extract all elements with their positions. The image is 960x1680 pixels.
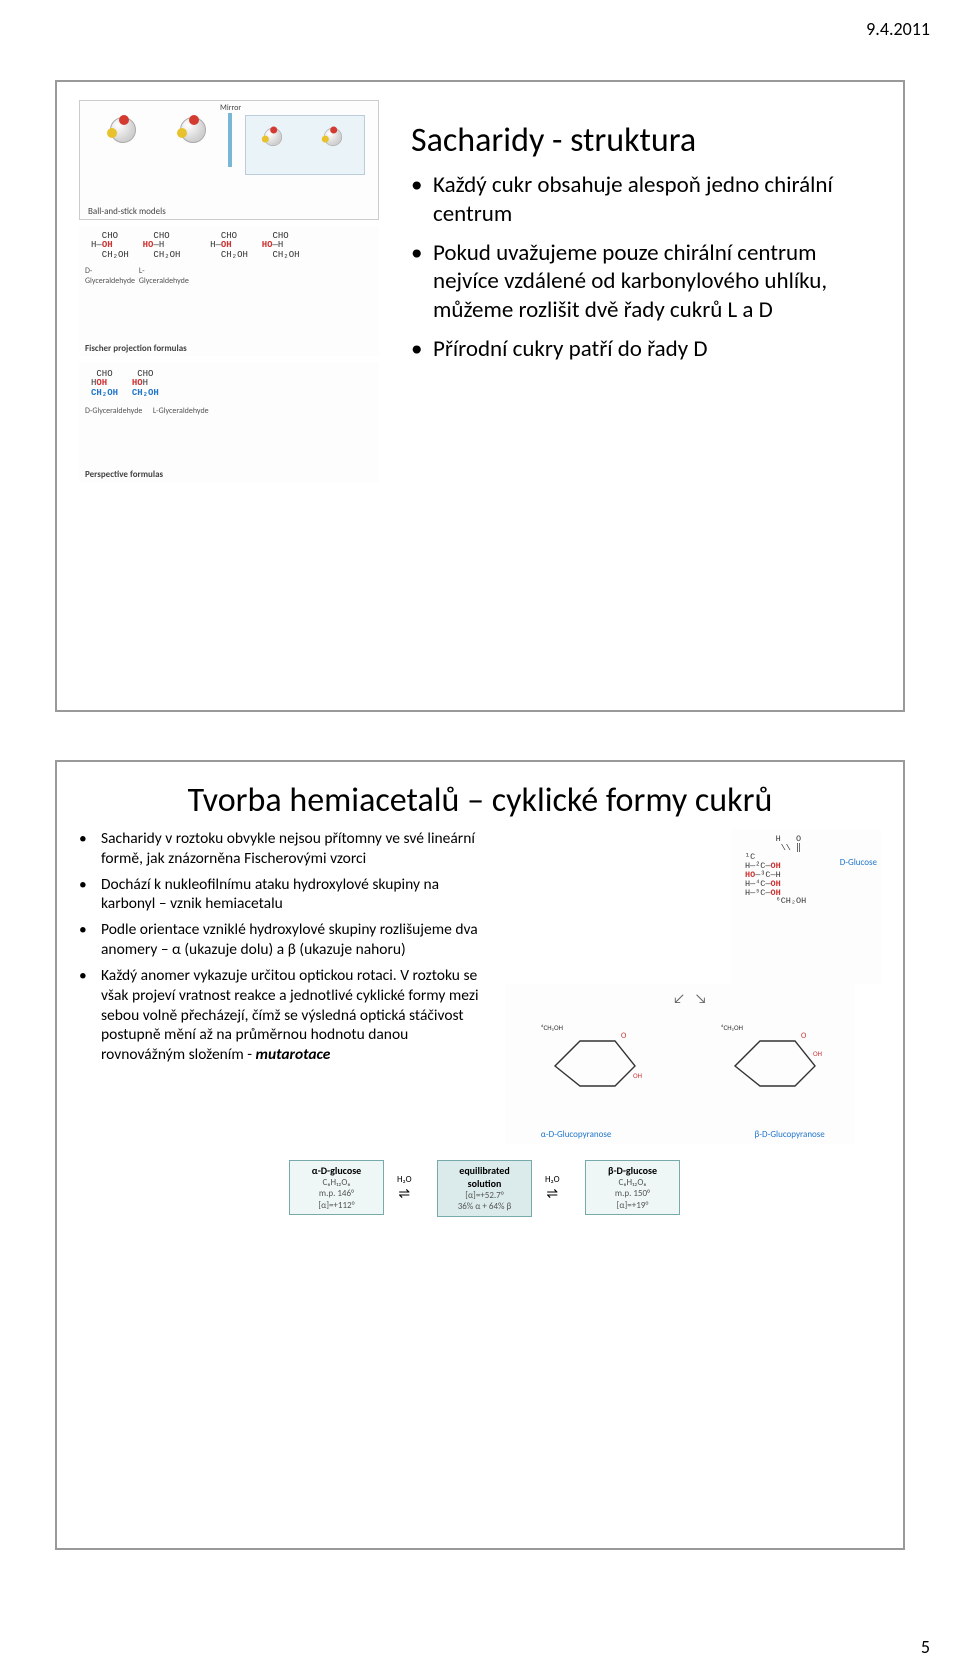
bullet: Dochází k nukleofilnímu ataku hydroxylov…: [79, 875, 495, 915]
fischer-label: Fischer projection formulas: [85, 343, 187, 354]
bullet: Přírodní cukry patří do řady D: [411, 335, 871, 364]
slide2-bullets: Sacharidy v roztoku obvykle nejsou příto…: [79, 829, 495, 1065]
bullet: Každý cukr obsahuje alespoň jedno chirál…: [411, 171, 871, 229]
equilibrium-arrow-icon: ⇌: [397, 1185, 412, 1202]
svg-text:OH: OH: [813, 1049, 822, 1058]
svg-text:O: O: [621, 1031, 627, 1041]
bullet: Sacharidy v roztoku obvykle nejsou příto…: [79, 829, 495, 869]
h2o-label: H₂O: [397, 1174, 412, 1185]
l-glyceraldehyde-label-2: L-Glyceraldehyde: [153, 406, 213, 416]
eq-ratio: 36% α + 64% β: [443, 1201, 526, 1212]
alpha-ring-icon: O ⁶CH₂OH OH: [535, 1016, 645, 1106]
beta-label: β-D-Glucopyranose: [755, 1129, 825, 1140]
fischer-l2: CHO HO—H CH₂OH: [262, 232, 300, 260]
perspective-formulas-figure: CHO HOH CH₂OH CHO HOH CH₂OH D-Glyceralde…: [79, 362, 379, 482]
glucopyranose-ring-figure: O ⁶CH₂OH OH α-D-Glucopyranose ↙ ↘ O ⁶CH₂…: [505, 984, 855, 1144]
beta-mp: m.p. 150°: [591, 1188, 674, 1199]
d-glucose-label: D-Glucose: [840, 857, 877, 868]
h2o-label-2: H₂O: [545, 1174, 560, 1185]
slide1-text-column: Sacharidy - struktura Každý cukr obsahuj…: [411, 100, 881, 374]
beta-formula: C₆H₁₂O₆: [591, 1177, 674, 1188]
slide1-bullets: Každý cukr obsahuje alespoň jedno chirál…: [411, 171, 871, 364]
page-date: 9.4.2011: [866, 18, 930, 40]
svg-text:⁶CH₂OH: ⁶CH₂OH: [721, 1023, 743, 1032]
equilibrium-arrow-icon-2: ⇌: [545, 1185, 560, 1202]
fischer-d: CHO H—OH CH₂OH: [91, 232, 129, 260]
bullet: Každý anomer vykazuje určitou optickou r…: [79, 966, 495, 1065]
fischer-projection-figure: CHO H—OH CH₂OH CHO HO—H CH₂OH CHO H—OH C…: [79, 226, 379, 356]
mutarotation-diagram: α-D-glucose C₆H₁₂O₆ m.p. 146° [α]=+112° …: [79, 1152, 881, 1272]
slide2-title: Tvorba hemiacetalů – cyklické formy cukr…: [79, 780, 881, 821]
svg-text:O: O: [801, 1031, 807, 1041]
alpha-label: α-D-Glucopyranose: [541, 1129, 612, 1140]
slide-2: Tvorba hemiacetalů – cyklické formy cukr…: [55, 760, 905, 1550]
alpha-mp: m.p. 146°: [295, 1188, 378, 1199]
slide-1: Mirror Ball-and-stick models CHO H—OH CH…: [55, 80, 905, 712]
eq-rotation: [α]=+52.7°: [443, 1190, 526, 1201]
d-glyceraldehyde-label-2: D-Glyceraldehyde: [85, 406, 145, 416]
ballstick-models-figure: Mirror Ball-and-stick models: [79, 100, 379, 220]
bullet: Pokud uvažujeme pouze chirální centrum n…: [411, 239, 871, 325]
persp-d: CHO HOH CH₂OH: [91, 370, 118, 398]
d-glyceraldehyde-label: D-Glyceraldehyde: [85, 266, 131, 286]
slide1-figure-column: Mirror Ball-and-stick models CHO H—OH CH…: [79, 100, 399, 482]
page-number: 5: [921, 1636, 930, 1658]
d-glucose-linear-figure: H O \\ ‖ ¹C H—²C—OH HO—³C—H H—⁴C—OH H—⁵C…: [731, 829, 881, 984]
molecule-icon: [180, 117, 206, 143]
equilibrated-name: equilibrated solution: [443, 1164, 526, 1190]
molecule-icon: [324, 128, 342, 146]
glucose-fischer: H O \\ ‖ ¹C H—²C—OH HO—³C—H H—⁴C—OH H—⁵C…: [745, 835, 806, 906]
alpha-rotation: [α]=+112°: [295, 1200, 378, 1211]
mutarotace-term: mutarotace: [256, 1045, 331, 1064]
perspective-label: Perspective formulas: [85, 469, 163, 480]
ballstick-label: Ball-and-stick models: [88, 206, 166, 217]
fischer-d2: CHO H—OH CH₂OH: [210, 232, 248, 260]
svg-text:⁶CH₂OH: ⁶CH₂OH: [541, 1023, 563, 1032]
svg-text:OH: OH: [633, 1071, 642, 1080]
alpha-formula: C₆H₁₂O₆: [295, 1177, 378, 1188]
beta-glucose-name: β-D-glucose: [591, 1164, 674, 1177]
molecule-icon: [264, 128, 282, 146]
beta-ring-icon: O ⁶CH₂OH OH: [715, 1016, 825, 1106]
alpha-glucose-name: α-D-glucose: [295, 1164, 378, 1177]
bullet: Podle orientace vzniklé hydroxylové skup…: [79, 920, 495, 960]
l-glyceraldehyde-label: L-Glyceraldehyde: [139, 266, 185, 286]
slide2-text-column: Sacharidy v roztoku obvykle nejsou příto…: [79, 829, 505, 1144]
molecule-icon: [110, 117, 136, 143]
slide2-figure-column: H O \\ ‖ ¹C H—²C—OH HO—³C—H H—⁴C—OH H—⁵C…: [505, 829, 881, 1144]
mirror-label: Mirror: [220, 103, 241, 113]
beta-rotation: [α]=+19°: [591, 1200, 674, 1211]
slide1-title: Sacharidy - struktura: [411, 120, 871, 161]
fischer-l: CHO HO—H CH₂OH: [143, 232, 181, 260]
persp-l: CHO HOH CH₂OH: [132, 370, 159, 398]
